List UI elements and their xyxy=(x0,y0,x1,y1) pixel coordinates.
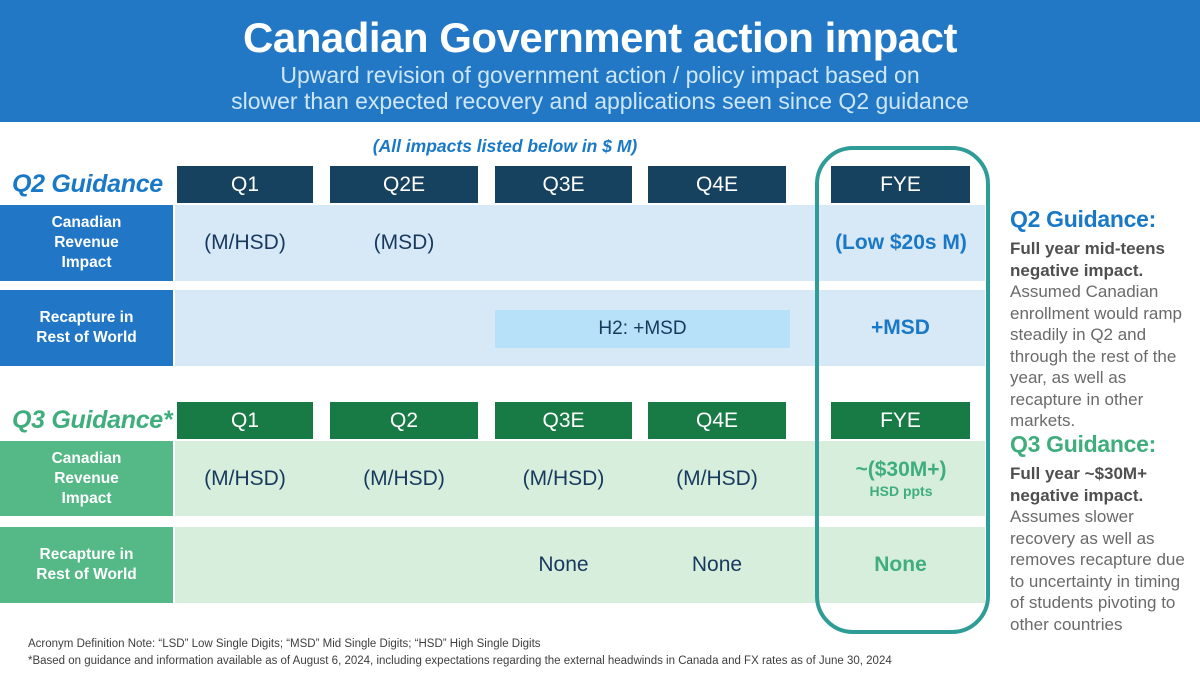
q3-row1-cell-q1: (M/HSD) xyxy=(204,466,286,490)
q2-row1-band xyxy=(175,205,985,281)
q3-row2-cell-fye: None xyxy=(874,553,927,576)
q3-row1-fye-sub: HSD ppts xyxy=(869,483,933,499)
q3-row2-cell-q4e: None xyxy=(691,553,743,576)
q2-row2-cell-fye: +MSD xyxy=(871,316,930,339)
footnote-guidance-basis: *Based on guidance and information avail… xyxy=(28,655,892,667)
q2-note-emphasis: Full year mid-teens negative impact. xyxy=(1010,239,1165,280)
page-subtitle-line2: slower than expected recovery and applic… xyxy=(231,88,969,114)
q3-note-heading: Q3 Guidance: xyxy=(1010,431,1156,457)
q3-col-header-q3e: Q3E xyxy=(495,402,632,439)
q3-row1-label: Canadian Revenue Impact xyxy=(0,441,173,516)
q3-guidance-note: Q3 Guidance: Full year ~$30M+ negative i… xyxy=(1010,431,1194,635)
q2-guidance-note: Q2 Guidance: Full year mid-teens negativ… xyxy=(1010,206,1194,432)
q3-row2-label: Recapture in Rest of World xyxy=(0,527,173,603)
q3-row1-fye-main: ~($30M+) xyxy=(855,458,947,481)
page-title: Canadian Government action impact xyxy=(243,14,958,61)
q2-col-header-fye: FYE xyxy=(831,166,970,203)
units-note: (All impacts listed below in $ M) xyxy=(372,136,638,156)
q2-row2-h2-span-cell: H2: +MSD xyxy=(495,310,790,348)
page-subtitle-line1: Upward revision of government action / p… xyxy=(280,62,920,88)
q2-col-header-q3e: Q3E xyxy=(495,166,632,203)
q3-note-body: Full year ~$30M+ negative impact. Assume… xyxy=(1010,463,1194,635)
q2-section-label: Q2 Guidance xyxy=(12,170,163,198)
q3-row2-band xyxy=(175,527,985,603)
q3-row1-cell-q4e: (M/HSD) xyxy=(676,466,758,490)
q2-row1-cell-q1: (M/HSD) xyxy=(204,231,286,254)
q3-row1-cell-q3e: (M/HSD) xyxy=(522,466,605,490)
q3-col-header-q4e: Q4E xyxy=(648,402,786,439)
q3-row1-cell-q2: (M/HSD) xyxy=(363,466,445,490)
q3-col-header-q2: Q2 xyxy=(330,402,478,439)
q3-note-text: Assumes slower recovery as well as remov… xyxy=(1010,507,1185,634)
q3-col-header-q1: Q1 xyxy=(177,402,313,439)
footnote-acronyms: Acronym Definition Note: “LSD” Low Singl… xyxy=(28,638,541,650)
q3-section-label: Q3 Guidance* xyxy=(12,406,173,434)
q3-row2-cell-q3e: None xyxy=(538,553,589,576)
q2-note-heading: Q2 Guidance: xyxy=(1010,206,1156,232)
q2-row1-cell-q2e: (MSD) xyxy=(373,231,435,254)
q3-note-emphasis: Full year ~$30M+ negative impact. xyxy=(1010,464,1148,505)
fye-highlight-outline xyxy=(815,146,990,634)
q3-row1-band xyxy=(175,441,985,516)
q2-col-header-q2e: Q2E xyxy=(330,166,478,203)
q2-col-header-q1: Q1 xyxy=(177,166,313,203)
title-banner: Canadian Government action impact Upward… xyxy=(0,0,1200,122)
q2-note-body: Full year mid-teens negative impact. Ass… xyxy=(1010,238,1194,432)
q3-col-header-fye: FYE xyxy=(831,402,970,439)
q2-note-text: Assumed Canadian enrollment would ramp s… xyxy=(1010,282,1182,430)
q2-row2-label: Recapture in Rest of World xyxy=(0,290,173,366)
footnotes: Acronym Definition Note: “LSD” Low Singl… xyxy=(28,636,1128,670)
q2-col-header-q4e: Q4E xyxy=(648,166,786,203)
q3-row1-cell-fye: ~($30M+) HSD ppts xyxy=(825,441,977,516)
q2-row1-cell-fye: (Low $20s M) xyxy=(835,231,967,254)
q2-row1-label: Canadian Revenue Impact xyxy=(0,205,173,281)
